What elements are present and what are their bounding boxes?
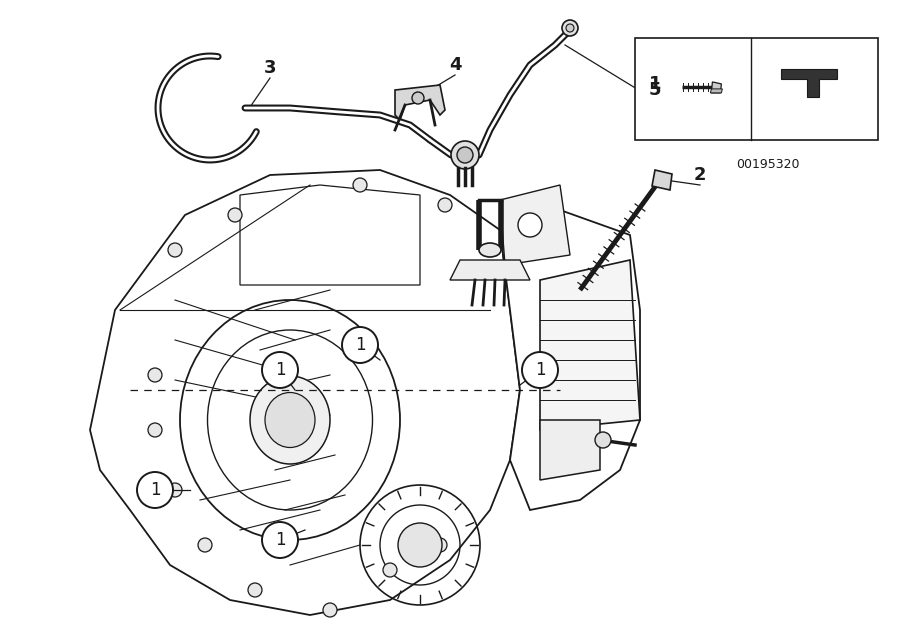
Text: 4: 4 [449, 56, 461, 74]
Circle shape [198, 538, 212, 552]
Circle shape [323, 603, 337, 617]
Polygon shape [710, 89, 723, 93]
Ellipse shape [479, 243, 501, 257]
Circle shape [262, 352, 298, 388]
Circle shape [248, 583, 262, 597]
Polygon shape [540, 260, 640, 430]
Circle shape [342, 327, 378, 363]
Polygon shape [90, 170, 520, 615]
Text: 1: 1 [274, 531, 285, 549]
Text: 2: 2 [694, 166, 706, 184]
Text: 1: 1 [274, 361, 285, 379]
Polygon shape [652, 170, 672, 190]
Polygon shape [500, 185, 570, 265]
Bar [634, 38, 878, 140]
Circle shape [228, 208, 242, 222]
Text: 00195320: 00195320 [736, 158, 800, 171]
Circle shape [522, 352, 558, 388]
Polygon shape [395, 85, 445, 120]
Polygon shape [711, 82, 722, 93]
Circle shape [353, 178, 367, 192]
Text: 3: 3 [264, 59, 276, 77]
Circle shape [168, 243, 182, 257]
Polygon shape [500, 210, 640, 510]
Polygon shape [450, 260, 530, 280]
Text: 5: 5 [649, 81, 662, 99]
Polygon shape [781, 69, 838, 97]
Circle shape [518, 213, 542, 237]
Polygon shape [540, 420, 600, 480]
Circle shape [398, 523, 442, 567]
Text: 1: 1 [355, 336, 365, 354]
Ellipse shape [265, 392, 315, 448]
Circle shape [168, 483, 182, 497]
Circle shape [383, 563, 397, 577]
Circle shape [457, 147, 473, 163]
Circle shape [433, 538, 447, 552]
Circle shape [262, 522, 298, 558]
Circle shape [562, 20, 578, 36]
Circle shape [595, 432, 611, 448]
Circle shape [566, 24, 574, 32]
Circle shape [137, 472, 173, 508]
Circle shape [412, 92, 424, 104]
Ellipse shape [250, 376, 330, 464]
Text: 1: 1 [149, 481, 160, 499]
Text: 1: 1 [649, 75, 661, 93]
Text: 1: 1 [535, 361, 545, 379]
Circle shape [148, 368, 162, 382]
Circle shape [438, 198, 452, 212]
Circle shape [451, 141, 479, 169]
Circle shape [148, 423, 162, 437]
